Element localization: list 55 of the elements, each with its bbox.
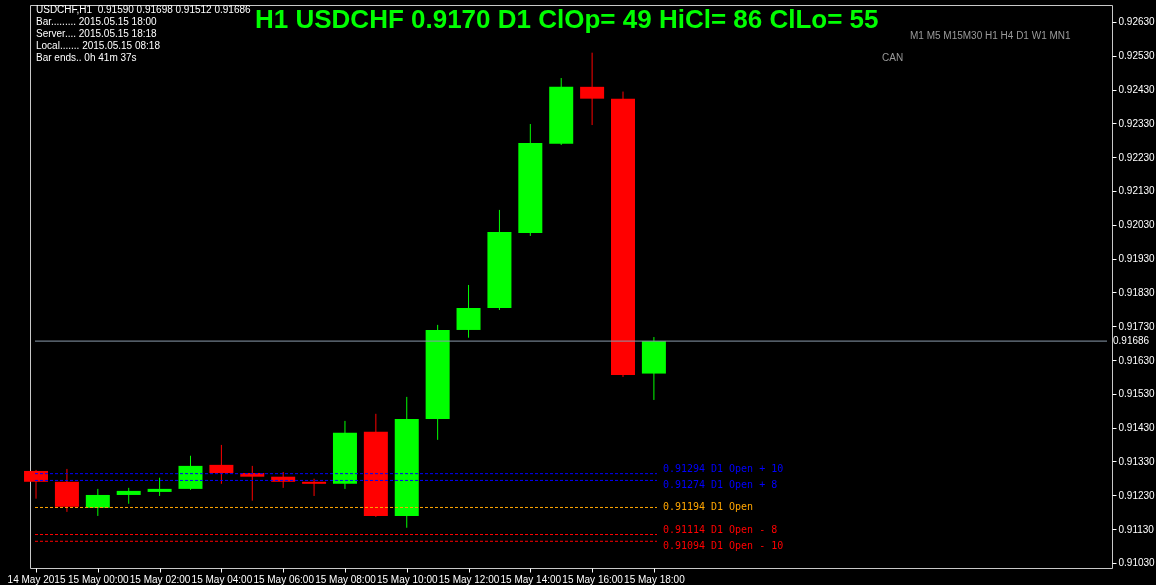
annotation: CAN <box>882 52 905 64</box>
y-tick-label: 0.91430 <box>1118 422 1156 434</box>
annotation: USDCHF,H1 0.91590 0.91698 0.91512 0.91686 <box>36 4 251 16</box>
x-tick-label: 15 May 06:00 <box>253 573 315 585</box>
x-tick-label: 15 May 04:00 <box>191 573 253 585</box>
y-tick-label: 0.92630 <box>1118 16 1156 28</box>
candlestick <box>178 455 203 491</box>
x-tick-label: 15 May 16:00 <box>562 573 624 585</box>
candlestick <box>147 477 172 497</box>
x-tick-label: 15 May 02:00 <box>129 573 191 585</box>
y-tick-label: 0.92430 <box>1118 84 1156 96</box>
annotation: 0.91294 <box>662 462 706 474</box>
annotation: Server.... 2015.05.15 18:18 <box>36 28 158 40</box>
candlestick <box>209 444 234 485</box>
y-tick-label: 0.92530 <box>1118 50 1156 62</box>
y-tick-label: 0.92030 <box>1118 219 1156 231</box>
y-tick-label: 0.91330 <box>1118 455 1156 467</box>
annotation: 0.91274 <box>662 479 706 491</box>
x-tick-label: 15 May 18:00 <box>624 573 686 585</box>
ref-line-label: D1 Open <box>710 501 754 513</box>
x-tick-label: 15 May 10:00 <box>376 573 438 585</box>
y-tick-label: 0.91130 <box>1118 523 1155 535</box>
candlestick <box>85 488 110 517</box>
ref-line-label: D1 Open + 8 <box>710 479 778 491</box>
ref-line-label: 0.91686 <box>1113 335 1150 347</box>
y-tick-label: 0.91830 <box>1118 286 1156 298</box>
annotation: 0.91114 <box>662 523 706 535</box>
y-tick-label: 0.91930 <box>1118 253 1156 265</box>
candlestick <box>580 52 605 126</box>
y-tick-label: 0.91030 <box>1118 557 1156 569</box>
y-tick-label: 0.92230 <box>1118 151 1156 163</box>
annotation: 0.91094 <box>662 540 706 552</box>
annotation: Local....... 2015.05.15 08:18 <box>36 40 161 52</box>
y-tick-label: 0.91230 <box>1118 489 1156 501</box>
ref-line-label: D1 Open - 8 <box>710 523 778 535</box>
candlestick <box>456 284 481 339</box>
annotation: Bar ends.. 0h 41m 37s <box>36 52 138 64</box>
annotation: M1 M5 M15M30 H1 H4 D1 W1 MN1 <box>910 30 1071 42</box>
x-tick-label: 15 May 00:00 <box>68 573 130 585</box>
x-tick-label: 15 May 12:00 <box>438 573 500 585</box>
annotation: Bar......... 2015.05.15 18:00 <box>36 16 158 28</box>
x-tick-label: 15 May 14:00 <box>500 573 562 585</box>
y-tick-label: 0.92330 <box>1118 117 1156 129</box>
annotation: 0.91194 <box>662 501 706 513</box>
y-tick-label: 0.91530 <box>1118 388 1156 400</box>
y-tick-label: 0.92130 <box>1118 185 1156 197</box>
x-tick-label: 14 May 2015 <box>7 573 66 585</box>
x-tick-label: 15 May 08:00 <box>315 573 377 585</box>
candlestick <box>302 478 327 497</box>
ref-line-label: D1 Open + 10 <box>710 462 784 474</box>
y-tick-label: 0.91730 <box>1118 320 1156 332</box>
chart-title: H1 USDCHF 0.9170 D1 ClOp= 49 HiCl= 86 ClLo= 55 <box>255 4 879 35</box>
candlestick <box>24 469 49 500</box>
y-tick-label: 0.91630 <box>1118 354 1156 366</box>
ref-line-label: D1 Open - 10 <box>710 540 784 552</box>
